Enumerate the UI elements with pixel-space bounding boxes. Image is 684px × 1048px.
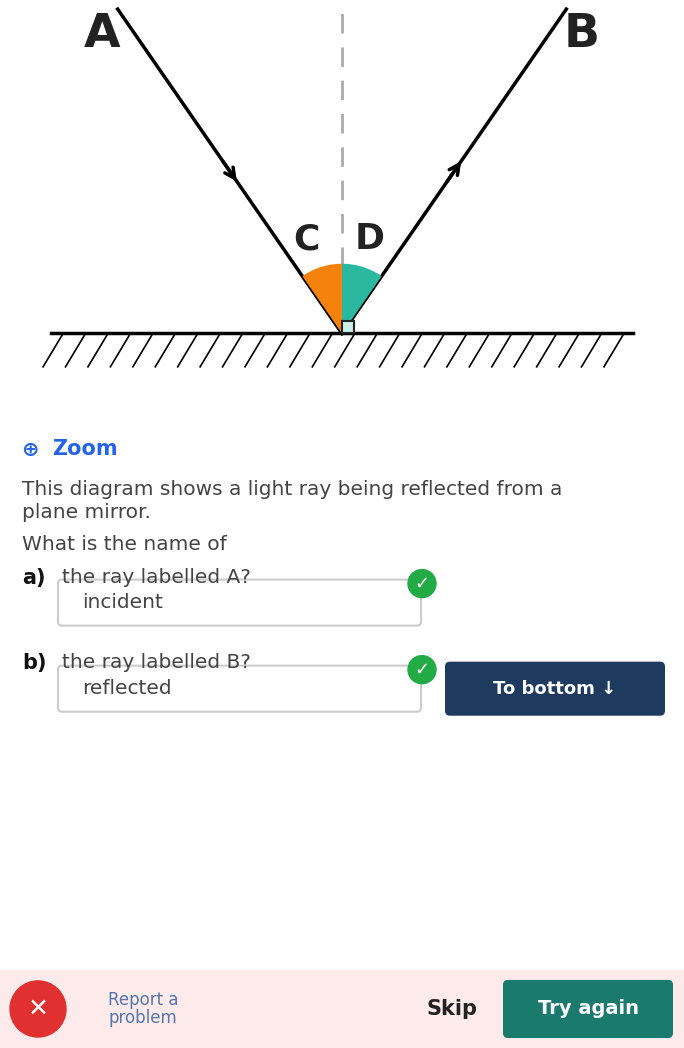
Text: To bottom ↓: To bottom ↓ <box>493 680 616 698</box>
Text: A: A <box>84 13 121 58</box>
FancyBboxPatch shape <box>58 665 421 712</box>
Bar <box>0 970 684 1048</box>
Text: Try again: Try again <box>538 1000 638 1019</box>
Text: the ray labelled A?: the ray labelled A? <box>62 568 251 587</box>
Text: ✓: ✓ <box>415 574 430 592</box>
Text: Zoom: Zoom <box>52 439 118 459</box>
Text: ✓: ✓ <box>415 660 430 679</box>
Text: a): a) <box>22 568 46 588</box>
Circle shape <box>408 656 436 683</box>
Wedge shape <box>342 264 382 333</box>
Text: ✕: ✕ <box>27 997 49 1021</box>
Text: ⊕: ⊕ <box>21 439 39 459</box>
Text: This diagram shows a light ray being reflected from a: This diagram shows a light ray being ref… <box>22 480 562 499</box>
Text: b): b) <box>22 653 47 673</box>
Text: D: D <box>354 222 384 257</box>
Text: Skip: Skip <box>427 999 477 1019</box>
Text: Report a: Report a <box>108 991 179 1009</box>
Text: the ray labelled B?: the ray labelled B? <box>62 653 251 672</box>
Text: plane mirror.: plane mirror. <box>22 503 151 522</box>
FancyBboxPatch shape <box>58 580 421 626</box>
Bar <box>342 322 354 333</box>
Text: incident: incident <box>82 593 163 612</box>
Text: C: C <box>293 222 320 257</box>
Text: What is the name of: What is the name of <box>22 536 227 554</box>
FancyBboxPatch shape <box>503 980 673 1038</box>
FancyBboxPatch shape <box>445 661 665 716</box>
Circle shape <box>10 981 66 1036</box>
Text: B: B <box>564 13 600 58</box>
Text: reflected: reflected <box>82 679 172 698</box>
Text: problem: problem <box>108 1009 176 1027</box>
Circle shape <box>408 569 436 597</box>
Wedge shape <box>302 264 342 333</box>
